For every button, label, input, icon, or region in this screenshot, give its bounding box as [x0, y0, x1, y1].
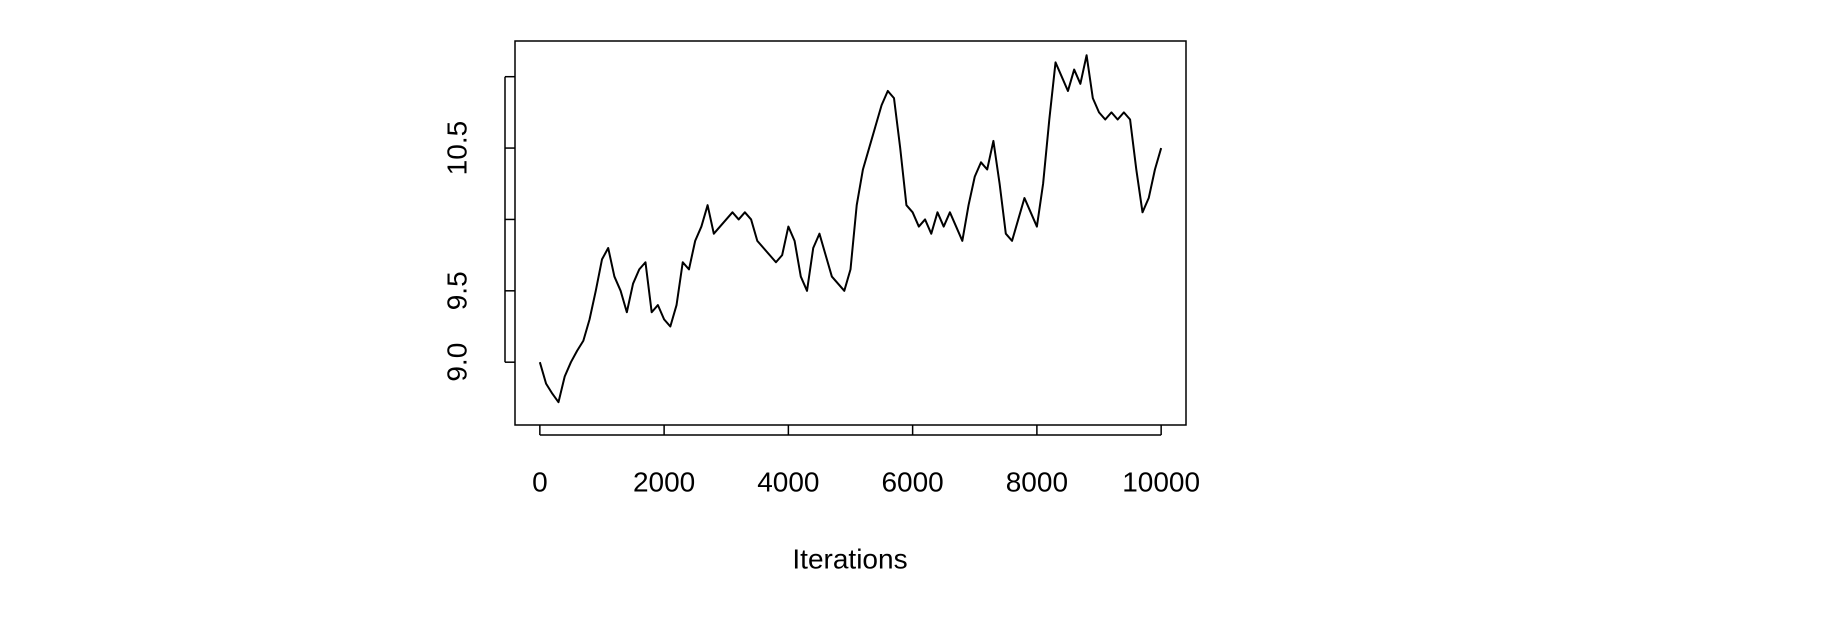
- y-tick-label: 10.5: [441, 121, 472, 176]
- x-axis-label: Iterations: [792, 543, 907, 574]
- x-tick-label: 8000: [1006, 466, 1068, 497]
- plot-frame: [514, 40, 1187, 426]
- trace-line: [538, 54, 1163, 404]
- x-tick-label: 4000: [757, 466, 819, 497]
- x-tick-label: 6000: [881, 466, 943, 497]
- x-tick-label: 10000: [1122, 466, 1200, 497]
- x-tick-label: 2000: [633, 466, 695, 497]
- y-tick-label: 9.5: [441, 271, 472, 310]
- x-tick-label: 0: [532, 466, 548, 497]
- y-tick-label: 9.0: [441, 343, 472, 382]
